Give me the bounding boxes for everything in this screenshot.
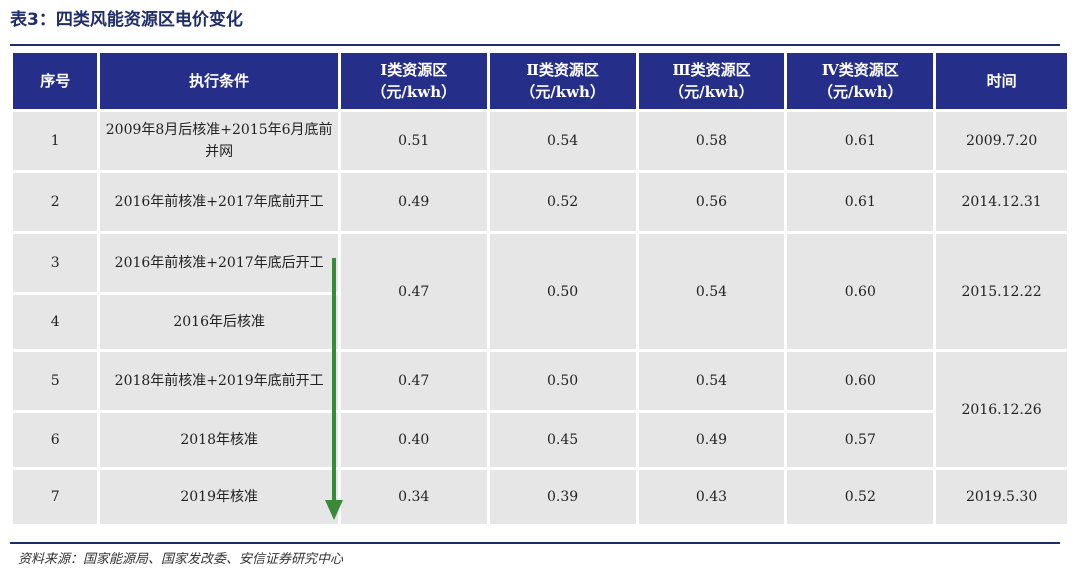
cell-time: 2014.12.31 [936,173,1067,231]
cell-zone4: 0.61 [787,112,934,170]
header-zone4: Ⅳ类资源区 （元/kwh） [787,53,934,109]
cell-zone1: 0.34 [340,470,487,524]
cell-condition: 2018年前核准+2019年底前开工 [100,352,338,410]
cell-time: 2019.5.30 [936,470,1067,524]
cell-time: 2009.7.20 [936,112,1067,170]
cell-zone3: 0.49 [638,413,785,467]
cell-zone4: 0.61 [787,173,934,231]
cell-zone2: 0.54 [489,112,636,170]
header-seq: 序号 [13,53,98,109]
cell-zone3: 0.58 [638,112,785,170]
cell-seq: 1 [13,112,98,170]
table-row: 6 2018年核准 0.40 0.45 0.49 0.57 [13,413,1067,467]
cell-zone1: 0.40 [340,413,487,467]
table-title: 表3：四类风能资源区电价变化 [10,10,243,30]
cell-zone4: 0.60 [787,352,934,410]
table-row: 4 2016年后核准 [13,295,1067,349]
cell-zone2: 0.50 [489,352,636,410]
header-zone3: Ⅲ类资源区 （元/kwh） [638,53,785,109]
cell-condition: 2016年后核准 [100,295,338,349]
cell-zone2: 0.39 [489,470,636,524]
cell-zone1: 0.51 [340,112,487,170]
table-row: 2 2016年前核准+2017年底前开工 0.49 0.52 0.56 0.61… [13,173,1067,231]
cell-zone3: 0.56 [638,173,785,231]
source-note: 资料来源：国家能源局、国家发改委、安信证券研究中心 [18,552,344,567]
cell-zone3: 0.54 [638,352,785,410]
header-zone2-name: Ⅱ类资源区 [526,61,599,79]
tariff-table: 序号 执行条件 Ⅰ类资源区 （元/kwh） Ⅱ类资源区 （元/kwh） Ⅲ类资源… [10,50,1070,527]
header-zone2-unit: （元/kwh） [520,83,605,101]
cell-zone4: 0.52 [787,470,934,524]
cell-zone3: 0.54 [638,234,785,349]
cell-zone4: 0.57 [787,413,934,467]
cell-seq: 2 [13,173,98,231]
cell-zone4: 0.60 [787,234,934,349]
cell-condition: 2009年8月后核准+2015年6月底前并网 [100,112,338,170]
cell-condition: 2019年核准 [100,470,338,524]
cell-seq: 3 [13,234,98,292]
cell-time: 2015.12.22 [936,234,1067,349]
cell-zone2: 0.50 [489,234,636,349]
cell-seq: 6 [13,413,98,467]
header-row: 序号 执行条件 Ⅰ类资源区 （元/kwh） Ⅱ类资源区 （元/kwh） Ⅲ类资源… [13,53,1067,109]
cell-seq: 7 [13,470,98,524]
header-zone1-name: Ⅰ类资源区 [380,61,448,79]
header-condition: 执行条件 [100,53,338,109]
table-row: 7 2019年核准 0.34 0.39 0.43 0.52 2019.5.30 [13,470,1067,524]
cell-condition: 2018年核准 [100,413,338,467]
header-zone4-name: Ⅳ类资源区 [821,61,899,79]
cell-zone1: 0.49 [340,173,487,231]
cell-zone3: 0.43 [638,470,785,524]
cell-condition: 2016年前核准+2017年底后开工 [100,234,338,292]
bottom-rule [10,542,1060,544]
cell-zone1: 0.47 [340,234,487,349]
cell-time: 2016.12.26 [936,352,1067,467]
header-zone3-name: Ⅲ类资源区 [672,61,751,79]
header-zone1-unit: （元/kwh） [371,83,457,101]
table-row: 3 2016年前核准+2017年底后开工 0.47 0.50 0.54 0.60… [13,234,1067,349]
header-zone2: Ⅱ类资源区 （元/kwh） [489,53,636,109]
cell-condition: 2016年前核准+2017年底前开工 [100,173,338,231]
table-row: 1 2009年8月后核准+2015年6月底前并网 0.51 0.54 0.58 … [13,112,1067,170]
cell-zone2: 0.52 [489,173,636,231]
cell-seq: 4 [13,295,98,349]
cell-zone2: 0.45 [489,413,636,467]
cell-zone1: 0.47 [340,352,487,410]
header-zone3-unit: （元/kwh） [669,83,754,101]
header-zone4-unit: （元/kwh） [817,83,903,101]
top-rule [10,44,1060,46]
cell-seq: 5 [13,352,98,410]
header-time: 时间 [936,53,1067,109]
table-row: 5 2018年前核准+2019年底前开工 0.47 0.50 0.54 0.60… [13,352,1067,467]
header-zone1: Ⅰ类资源区 （元/kwh） [340,53,487,109]
